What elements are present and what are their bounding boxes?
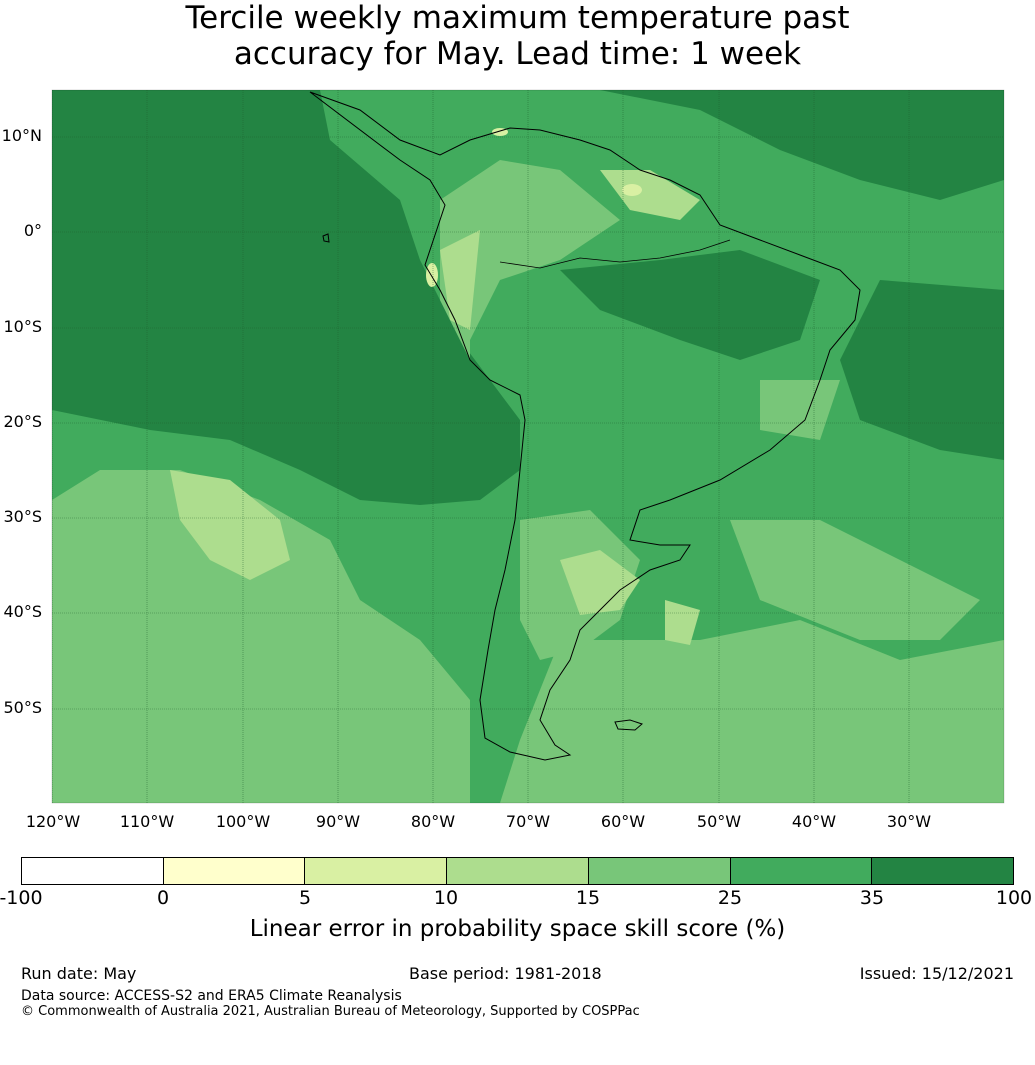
colorbar-swatch-neg (22, 858, 164, 884)
region-dark-pacific (52, 90, 520, 505)
colorbar-tick-0: 0 (156, 887, 170, 909)
coastline-galapagos (322, 233, 330, 243)
issued-date: Issued: 15/12/2021 (859, 964, 1014, 983)
region-dark-atlantic-north (600, 90, 1004, 200)
title-line-2: accuracy for May. Lead time: 1 week (233, 36, 802, 72)
base-period: Base period: 1981-2018 (409, 964, 602, 983)
lon-label-60w: 60°W (600, 812, 646, 831)
data-source: Data source: ACCESS-S2 and ERA5 Climate … (21, 988, 402, 1004)
colorbar-tick-neg100: -100 (0, 887, 43, 909)
lon-label-80w: 80°W (410, 812, 456, 831)
colorbar-tick-10: 10 (433, 887, 459, 909)
region-southeast-pacific (52, 470, 470, 803)
colorbar-swatch-5-10 (305, 858, 448, 884)
region-pacific-light (170, 470, 290, 580)
region-atlantic-light (665, 600, 700, 645)
coastline-south-america (309, 91, 861, 761)
lon-label-70w: 70°W (505, 812, 551, 831)
colorbar-tick-5: 5 (298, 887, 312, 909)
lon-label-110w: 110°W (119, 812, 175, 831)
region-pale-1 (622, 184, 642, 196)
colorbar-swatch-0-5 (163, 858, 306, 884)
colorbar-label: Linear error in probability space skill … (249, 916, 786, 942)
coastline-falklands (614, 719, 643, 731)
lon-label-40w: 40°W (791, 812, 837, 831)
region-guianas-light (600, 170, 700, 220)
region-dark-amazon (560, 250, 820, 360)
run-date: Run date: May (21, 964, 137, 983)
colorbar-swatch-15-25 (588, 858, 731, 884)
colorbar (21, 857, 1014, 885)
lon-label-90w: 90°W (315, 812, 361, 831)
lon-label-30w: 30°W (886, 812, 932, 831)
colorbar-swatch-10-15 (447, 858, 589, 884)
region-south-atlantic (500, 620, 1004, 803)
title-line-1: Tercile weekly maximum temperature past (185, 0, 850, 36)
lat-label-10s: 10°S (3, 317, 42, 336)
gridlines (52, 90, 1004, 803)
lon-label-120w: 120°W (25, 812, 81, 831)
region-atlantic-mid (730, 520, 980, 640)
region-dark-atlantic-east (840, 280, 1004, 460)
lat-label-30s: 30°S (3, 507, 42, 526)
lon-label-50w: 50°W (696, 812, 742, 831)
region-northeast-brazil (760, 380, 840, 440)
copyright: © Commonwealth of Australia 2021, Austra… (21, 1004, 640, 1019)
lat-label-0: 0° (23, 221, 42, 240)
colorbar-tick-25: 25 (717, 887, 743, 909)
lat-label-50s: 50°S (3, 698, 42, 717)
colorbar-tick-15: 15 (575, 887, 601, 909)
lat-label-10n: 10°N (1, 126, 42, 145)
colorbar-tick-35: 35 (859, 887, 885, 909)
skill-map (51, 89, 1005, 804)
colorbar-swatch-35-100 (872, 858, 1014, 884)
colorbar-swatch-25-35 (730, 858, 873, 884)
lon-label-100w: 100°W (215, 812, 271, 831)
region-argentina-light (560, 550, 640, 615)
region-andes-light (440, 230, 480, 330)
lat-label-40s: 40°S (3, 602, 42, 621)
coastline-amazon-river (499, 239, 731, 269)
colorbar-tick-100: 100 (995, 887, 1033, 909)
region-andes-west (440, 160, 620, 360)
lat-label-20s: 20°S (3, 412, 42, 431)
